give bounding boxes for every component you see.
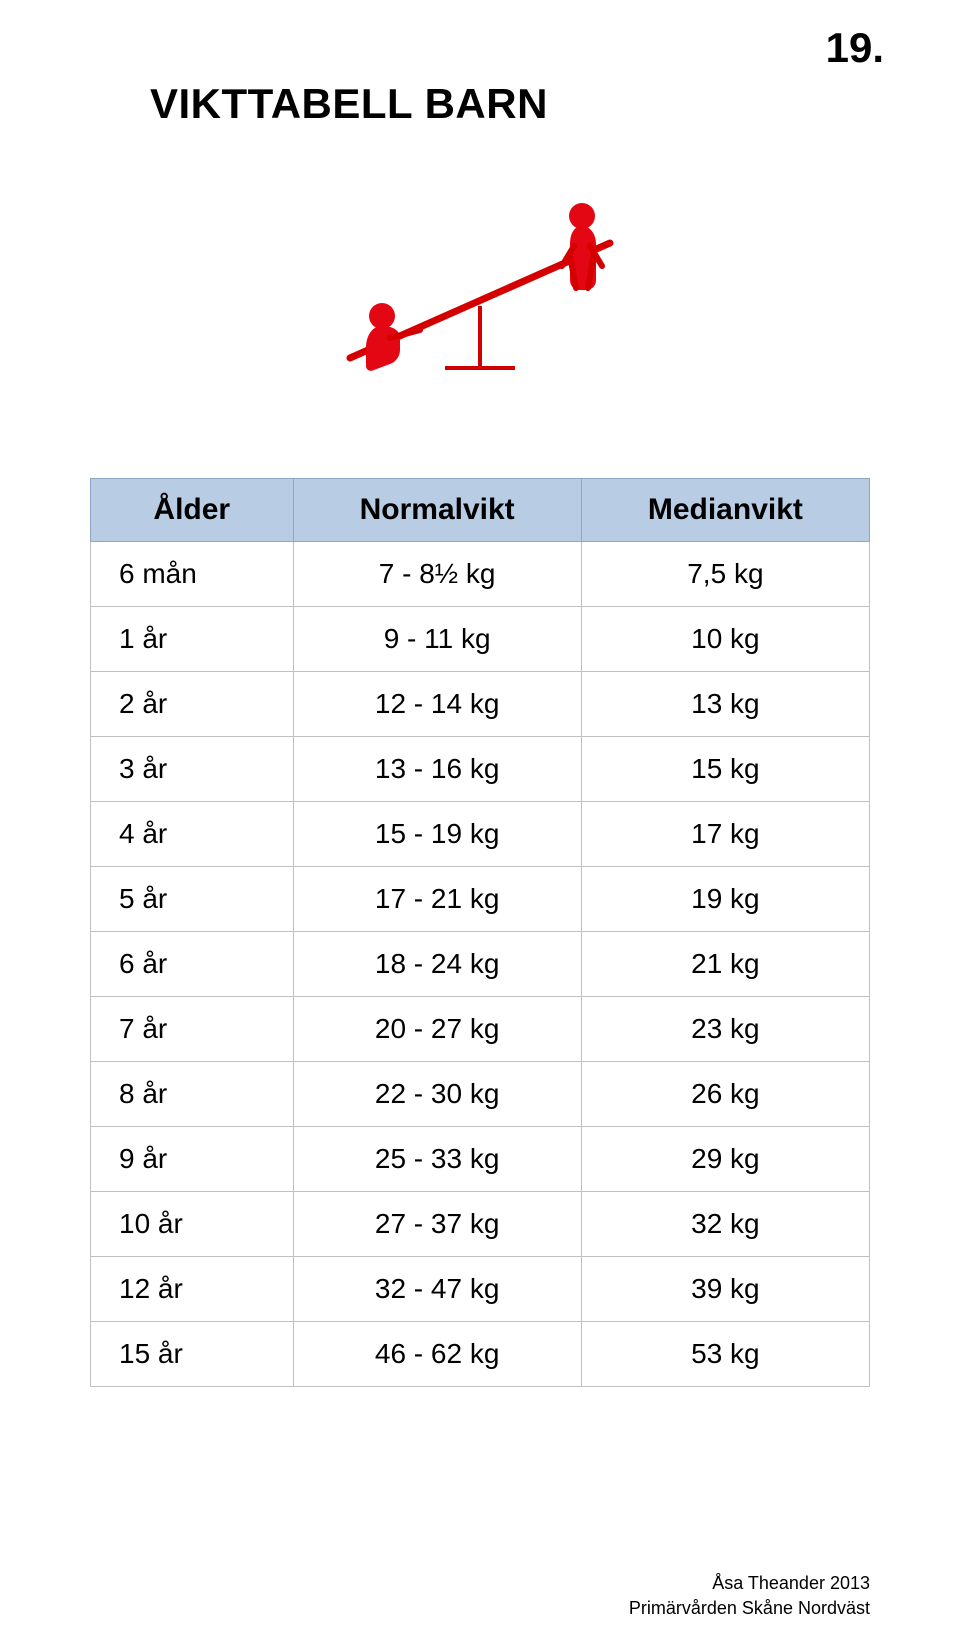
cell-normal: 27 - 37 kg bbox=[293, 1192, 581, 1257]
table-row: 15 år 46 - 62 kg 53 kg bbox=[91, 1322, 870, 1387]
page-title: VIKTTABELL BARN bbox=[150, 80, 870, 128]
table-row: 5 år 17 - 21 kg 19 kg bbox=[91, 867, 870, 932]
cell-normal: 13 - 16 kg bbox=[293, 737, 581, 802]
footer: Åsa Theander 2013 Primärvården Skåne Nor… bbox=[629, 1571, 870, 1620]
page-root: 19. VIKTTABELL BARN bbox=[0, 0, 960, 1652]
cell-median: 29 kg bbox=[581, 1127, 869, 1192]
cell-median: 15 kg bbox=[581, 737, 869, 802]
page-number: 19. bbox=[826, 24, 884, 72]
seesaw-children-illustration bbox=[330, 188, 630, 408]
table-row: 8 år 22 - 30 kg 26 kg bbox=[91, 1062, 870, 1127]
table-row: 3 år 13 - 16 kg 15 kg bbox=[91, 737, 870, 802]
cell-age: 3 år bbox=[91, 737, 294, 802]
cell-age: 6 år bbox=[91, 932, 294, 997]
cell-age: 15 år bbox=[91, 1322, 294, 1387]
cell-normal: 18 - 24 kg bbox=[293, 932, 581, 997]
cell-median: 53 kg bbox=[581, 1322, 869, 1387]
weight-table: Ålder Normalvikt Medianvikt 6 mån 7 - 8½… bbox=[90, 478, 870, 1387]
cell-median: 10 kg bbox=[581, 607, 869, 672]
cell-median: 21 kg bbox=[581, 932, 869, 997]
footer-author: Åsa Theander 2013 bbox=[629, 1571, 870, 1595]
cell-median: 23 kg bbox=[581, 997, 869, 1062]
cell-normal: 20 - 27 kg bbox=[293, 997, 581, 1062]
cell-age: 8 år bbox=[91, 1062, 294, 1127]
cell-normal: 9 - 11 kg bbox=[293, 607, 581, 672]
table-row: 12 år 32 - 47 kg 39 kg bbox=[91, 1257, 870, 1322]
table-row: 6 år 18 - 24 kg 21 kg bbox=[91, 932, 870, 997]
cell-age: 5 år bbox=[91, 867, 294, 932]
table-row: 7 år 20 - 27 kg 23 kg bbox=[91, 997, 870, 1062]
cell-normal: 46 - 62 kg bbox=[293, 1322, 581, 1387]
cell-age: 6 mån bbox=[91, 542, 294, 607]
cell-median: 13 kg bbox=[581, 672, 869, 737]
table-row: 6 mån 7 - 8½ kg 7,5 kg bbox=[91, 542, 870, 607]
cell-age: 12 år bbox=[91, 1257, 294, 1322]
cell-age: 7 år bbox=[91, 997, 294, 1062]
table-header-row: Ålder Normalvikt Medianvikt bbox=[91, 479, 870, 542]
table-row: 2 år 12 - 14 kg 13 kg bbox=[91, 672, 870, 737]
cell-median: 26 kg bbox=[581, 1062, 869, 1127]
col-header-median: Medianvikt bbox=[581, 479, 869, 542]
table-row: 10 år 27 - 37 kg 32 kg bbox=[91, 1192, 870, 1257]
cell-median: 19 kg bbox=[581, 867, 869, 932]
cell-age: 4 år bbox=[91, 802, 294, 867]
col-header-normal: Normalvikt bbox=[293, 479, 581, 542]
footer-org: Primärvården Skåne Nordväst bbox=[629, 1596, 870, 1620]
cell-normal: 12 - 14 kg bbox=[293, 672, 581, 737]
cell-age: 1 år bbox=[91, 607, 294, 672]
cell-normal: 25 - 33 kg bbox=[293, 1127, 581, 1192]
col-header-age: Ålder bbox=[91, 479, 294, 542]
cell-median: 17 kg bbox=[581, 802, 869, 867]
table-row: 9 år 25 - 33 kg 29 kg bbox=[91, 1127, 870, 1192]
cell-median: 32 kg bbox=[581, 1192, 869, 1257]
cell-normal: 32 - 47 kg bbox=[293, 1257, 581, 1322]
cell-median: 39 kg bbox=[581, 1257, 869, 1322]
cell-median: 7,5 kg bbox=[581, 542, 869, 607]
cell-normal: 7 - 8½ kg bbox=[293, 542, 581, 607]
table-row: 4 år 15 - 19 kg 17 kg bbox=[91, 802, 870, 867]
cell-normal: 22 - 30 kg bbox=[293, 1062, 581, 1127]
table-body: 6 mån 7 - 8½ kg 7,5 kg 1 år 9 - 11 kg 10… bbox=[91, 542, 870, 1387]
cell-age: 2 år bbox=[91, 672, 294, 737]
cell-normal: 15 - 19 kg bbox=[293, 802, 581, 867]
cell-age: 9 år bbox=[91, 1127, 294, 1192]
cell-normal: 17 - 21 kg bbox=[293, 867, 581, 932]
cell-age: 10 år bbox=[91, 1192, 294, 1257]
table-row: 1 år 9 - 11 kg 10 kg bbox=[91, 607, 870, 672]
